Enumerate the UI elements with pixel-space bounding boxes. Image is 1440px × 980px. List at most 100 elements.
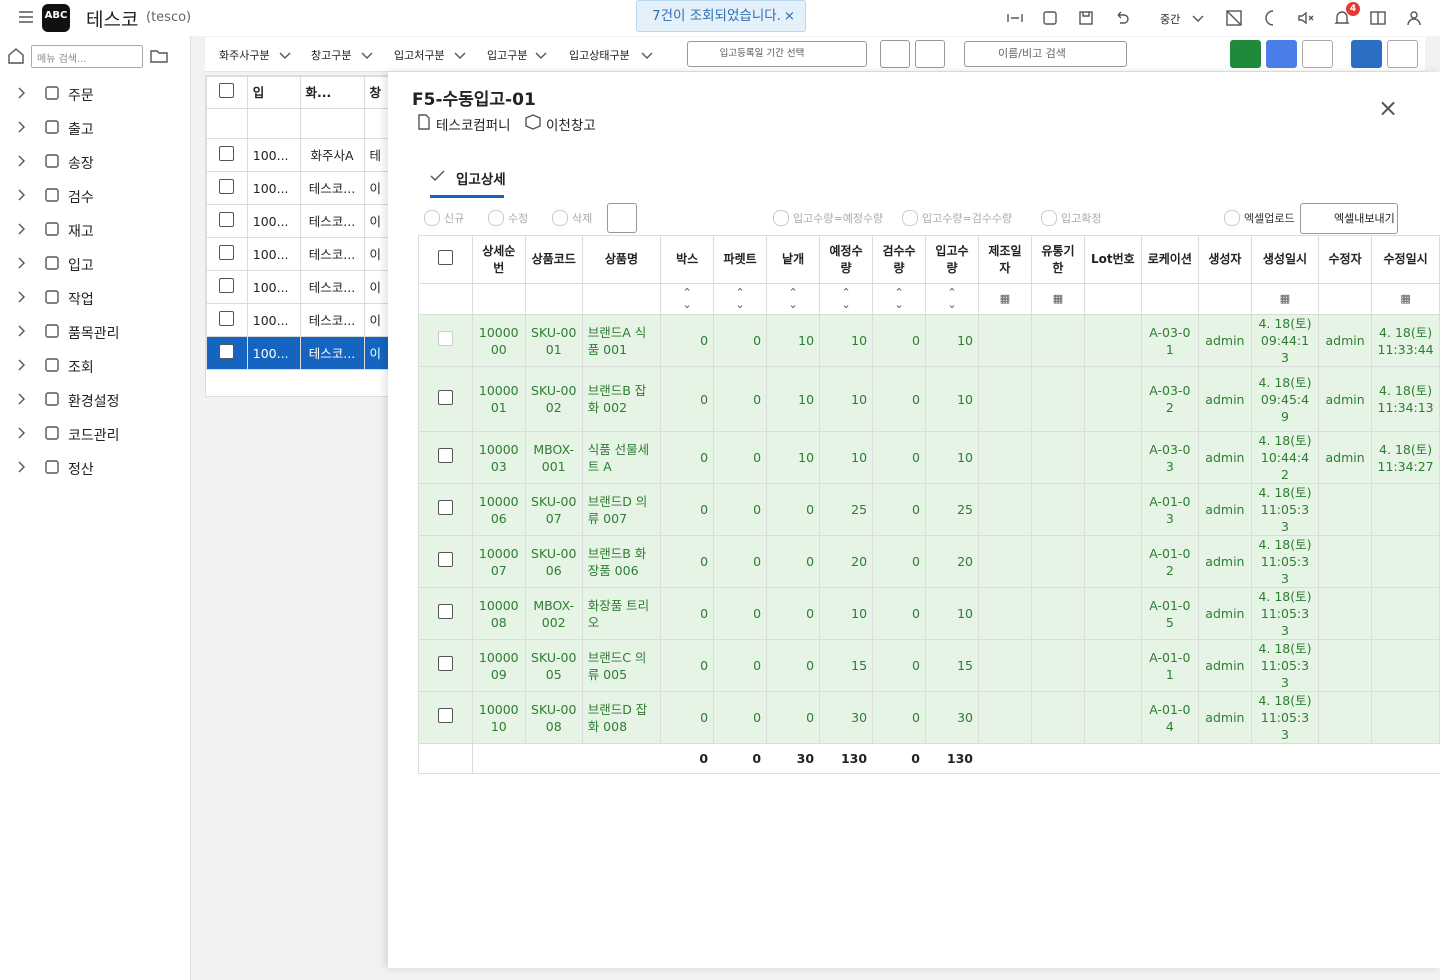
toolbar-button[interactable]: 삭제	[552, 210, 592, 226]
header-icon[interactable]	[1112, 8, 1132, 28]
action-button[interactable]	[1387, 40, 1418, 68]
filter-cell[interactable]	[471, 283, 526, 315]
filter-cell[interactable]	[581, 283, 662, 315]
menu-chevron[interactable]	[11, 219, 31, 239]
size-option[interactable]: 중간	[1160, 13, 1181, 26]
filter-dropdown[interactable]: 입고처구분	[394, 49, 445, 62]
filter-cell[interactable]: ▦	[1030, 283, 1085, 315]
menu-chevron[interactable]	[11, 457, 31, 477]
header-icon[interactable]	[1368, 8, 1388, 28]
menu-chevron[interactable]	[11, 423, 31, 443]
column-header[interactable]: 생성일시	[1250, 235, 1319, 284]
column-header[interactable]: 입고수량	[925, 235, 979, 284]
icon-button[interactable]	[643, 203, 673, 233]
list-row[interactable]: 100... 테스코... 이	[206, 270, 394, 304]
icon-button[interactable]	[607, 203, 637, 233]
grid-row[interactable]: 1000003 MBOX-001 식품 선물세트 A 0 0 10 10 0 10 A-03-03…	[418, 431, 1440, 484]
column-header[interactable]: 파렛트	[713, 235, 768, 284]
filter-cell[interactable]	[1197, 283, 1252, 315]
filter-cell[interactable]: ⌃ ⌄	[660, 283, 715, 315]
menu-chevron[interactable]	[11, 389, 31, 409]
toolbar-button[interactable]: 엑셀내보내기	[1300, 203, 1398, 234]
header-icon[interactable]	[1076, 8, 1096, 28]
menu-chevron[interactable]	[11, 117, 31, 137]
icon-button[interactable]	[880, 40, 910, 68]
list-row[interactable]: 100... 화주사A 테	[206, 138, 394, 172]
toolbar-button[interactable]: 엑셀업로드	[1224, 210, 1295, 226]
check-cell[interactable]	[418, 235, 473, 284]
list-row[interactable]: 100... 테스코... 이	[206, 336, 394, 370]
filter-cell[interactable]	[524, 283, 583, 315]
grid-row[interactable]: 1000006 SKU-0007 브랜드D 의류 007 0 0 0 25 0 25 A-01-0…	[418, 483, 1440, 536]
grid-row[interactable]: 1000007 SKU-0006 브랜드B 화장품 006 0 0 0 20 0 20 A-01-…	[418, 535, 1440, 588]
column-header[interactable]: 수정자	[1317, 235, 1373, 284]
grid-row[interactable]: 1000000 SKU-0001 브랜드A 식품 001 0 0 10 10 0 10 A-03-…	[418, 314, 1440, 367]
menu-chevron[interactable]	[11, 355, 31, 375]
menu-chevron[interactable]	[11, 287, 31, 307]
header-icon[interactable]	[1040, 8, 1060, 28]
check-cell[interactable]	[418, 535, 473, 588]
menu-item[interactable]: 환경설정	[68, 394, 120, 410]
column-header[interactable]: 상세순번	[471, 235, 526, 284]
dropdown-chevron[interactable]	[637, 45, 657, 65]
check-cell[interactable]	[418, 314, 473, 367]
close-button[interactable]: ×	[1378, 94, 1399, 122]
tab[interactable]: 입고상세	[456, 172, 506, 188]
size-dropdown[interactable]	[1188, 8, 1208, 28]
column-header[interactable]: 제조일자	[977, 235, 1032, 284]
home-icon[interactable]	[6, 46, 26, 66]
date-range[interactable]: 입고등록일 기간 선택	[687, 41, 867, 67]
menu-item[interactable]: 조회	[68, 360, 94, 376]
menu-chevron[interactable]	[11, 185, 31, 205]
toolbar-button[interactable]: 입고확정	[1041, 210, 1101, 226]
menu-search[interactable]: 메뉴 검색...	[31, 45, 143, 68]
menu-item[interactable]: 출고	[68, 122, 94, 138]
folder-icon[interactable]	[149, 46, 169, 66]
dropdown-chevron[interactable]	[357, 45, 377, 65]
menu-chevron[interactable]	[11, 253, 31, 273]
filter-cell[interactable]	[1140, 283, 1199, 315]
action-button[interactable]	[1230, 40, 1261, 68]
filter-cell[interactable]: ⌃ ⌄	[713, 283, 768, 315]
action-button[interactable]	[1302, 40, 1333, 68]
filter-cell[interactable]	[1317, 283, 1373, 315]
check-cell[interactable]	[418, 483, 473, 536]
toolbar-button[interactable]: 수정	[488, 210, 528, 226]
action-button[interactable]	[1351, 40, 1382, 68]
menu-item[interactable]: 검수	[68, 190, 94, 206]
search-box[interactable]: 이름/비고 검색	[964, 41, 1127, 67]
header-icon[interactable]	[1296, 8, 1316, 28]
toolbar-button[interactable]: 입고수량=검수수량	[902, 210, 1012, 226]
filter-cell[interactable]: ⌃ ⌄	[925, 283, 979, 315]
filter-dropdown[interactable]: 입고구분	[487, 49, 528, 62]
header-icon[interactable]	[1005, 8, 1025, 28]
filter-dropdown[interactable]: 화주사구분	[219, 49, 270, 62]
check-cell[interactable]	[418, 366, 473, 432]
grid-row[interactable]: 1000009 SKU-0005 브랜드C 의류 005 0 0 0 15 0 15 A-01-0…	[418, 639, 1440, 692]
filter-cell[interactable]	[1083, 283, 1142, 315]
menu-item[interactable]: 정산	[68, 462, 94, 478]
dropdown-chevron[interactable]	[450, 45, 470, 65]
toolbar-button[interactable]: 신규	[424, 210, 464, 226]
filter-cell[interactable]: ▦	[977, 283, 1032, 315]
icon-button[interactable]	[679, 203, 709, 233]
filter-cell[interactable]: ⌃ ⌄	[872, 283, 926, 315]
menu-chevron[interactable]	[11, 151, 31, 171]
filter-dropdown[interactable]: 입고상태구분	[569, 49, 630, 62]
menu-item[interactable]: 작업	[68, 292, 94, 308]
column-header[interactable]: 상품코드	[524, 235, 583, 284]
menu-button[interactable]	[16, 7, 36, 27]
filter-cell[interactable]: ▦	[1250, 283, 1319, 315]
check-cell[interactable]	[418, 639, 473, 692]
filter-cell[interactable]: ⌃ ⌄	[766, 283, 821, 315]
menu-chevron[interactable]	[11, 321, 31, 341]
list-row[interactable]: 100... 테스코... 이	[206, 204, 394, 238]
column-header[interactable]: 검수수량	[872, 235, 926, 284]
list-row[interactable]: 100... 테스코... 이	[206, 237, 394, 271]
column-header[interactable]: 박스	[660, 235, 715, 284]
menu-item[interactable]: 송장	[68, 156, 94, 172]
header-cell[interactable]: 화...	[299, 76, 365, 109]
filter-cell[interactable]: ⌃ ⌄	[819, 283, 874, 315]
column-header[interactable]: 상품명	[581, 235, 662, 284]
column-header[interactable]: 유통기한	[1030, 235, 1085, 284]
